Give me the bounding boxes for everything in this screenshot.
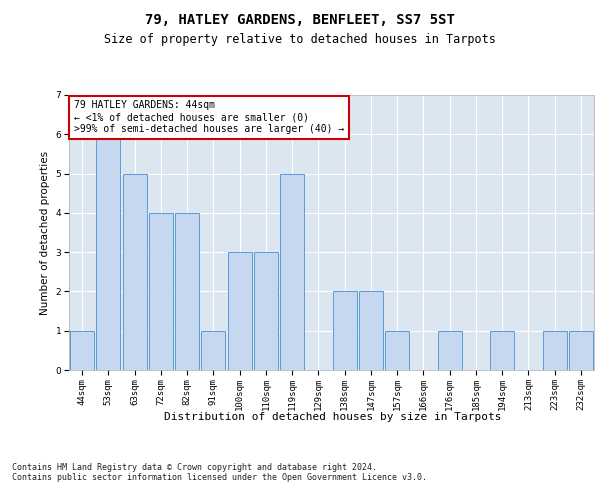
Bar (202, 330, 226, 370)
Text: 79, HATLEY GARDENS, BENFLEET, SS7 5ST: 79, HATLEY GARDENS, BENFLEET, SS7 5ST (145, 12, 455, 26)
Y-axis label: Number of detached properties: Number of detached properties (40, 150, 50, 314)
Bar (385, 330, 409, 370)
Text: Size of property relative to detached houses in Tarpots: Size of property relative to detached ho… (104, 32, 496, 46)
Bar (96, 134, 121, 370)
Bar (122, 174, 147, 370)
Bar (149, 213, 173, 370)
Bar (437, 330, 462, 370)
Bar (254, 252, 278, 370)
Bar (332, 292, 356, 370)
Bar (542, 330, 567, 370)
Text: Distribution of detached houses by size in Tarpots: Distribution of detached houses by size … (164, 412, 502, 422)
Text: Contains HM Land Registry data © Crown copyright and database right 2024.
Contai: Contains HM Land Registry data © Crown c… (12, 462, 427, 482)
Bar (569, 330, 593, 370)
Bar (490, 330, 514, 370)
Bar (359, 292, 383, 370)
Bar (70, 330, 94, 370)
Bar (175, 213, 199, 370)
Text: 79 HATLEY GARDENS: 44sqm
← <1% of detached houses are smaller (0)
>99% of semi-d: 79 HATLEY GARDENS: 44sqm ← <1% of detach… (74, 100, 344, 134)
Bar (280, 174, 304, 370)
Bar (227, 252, 252, 370)
